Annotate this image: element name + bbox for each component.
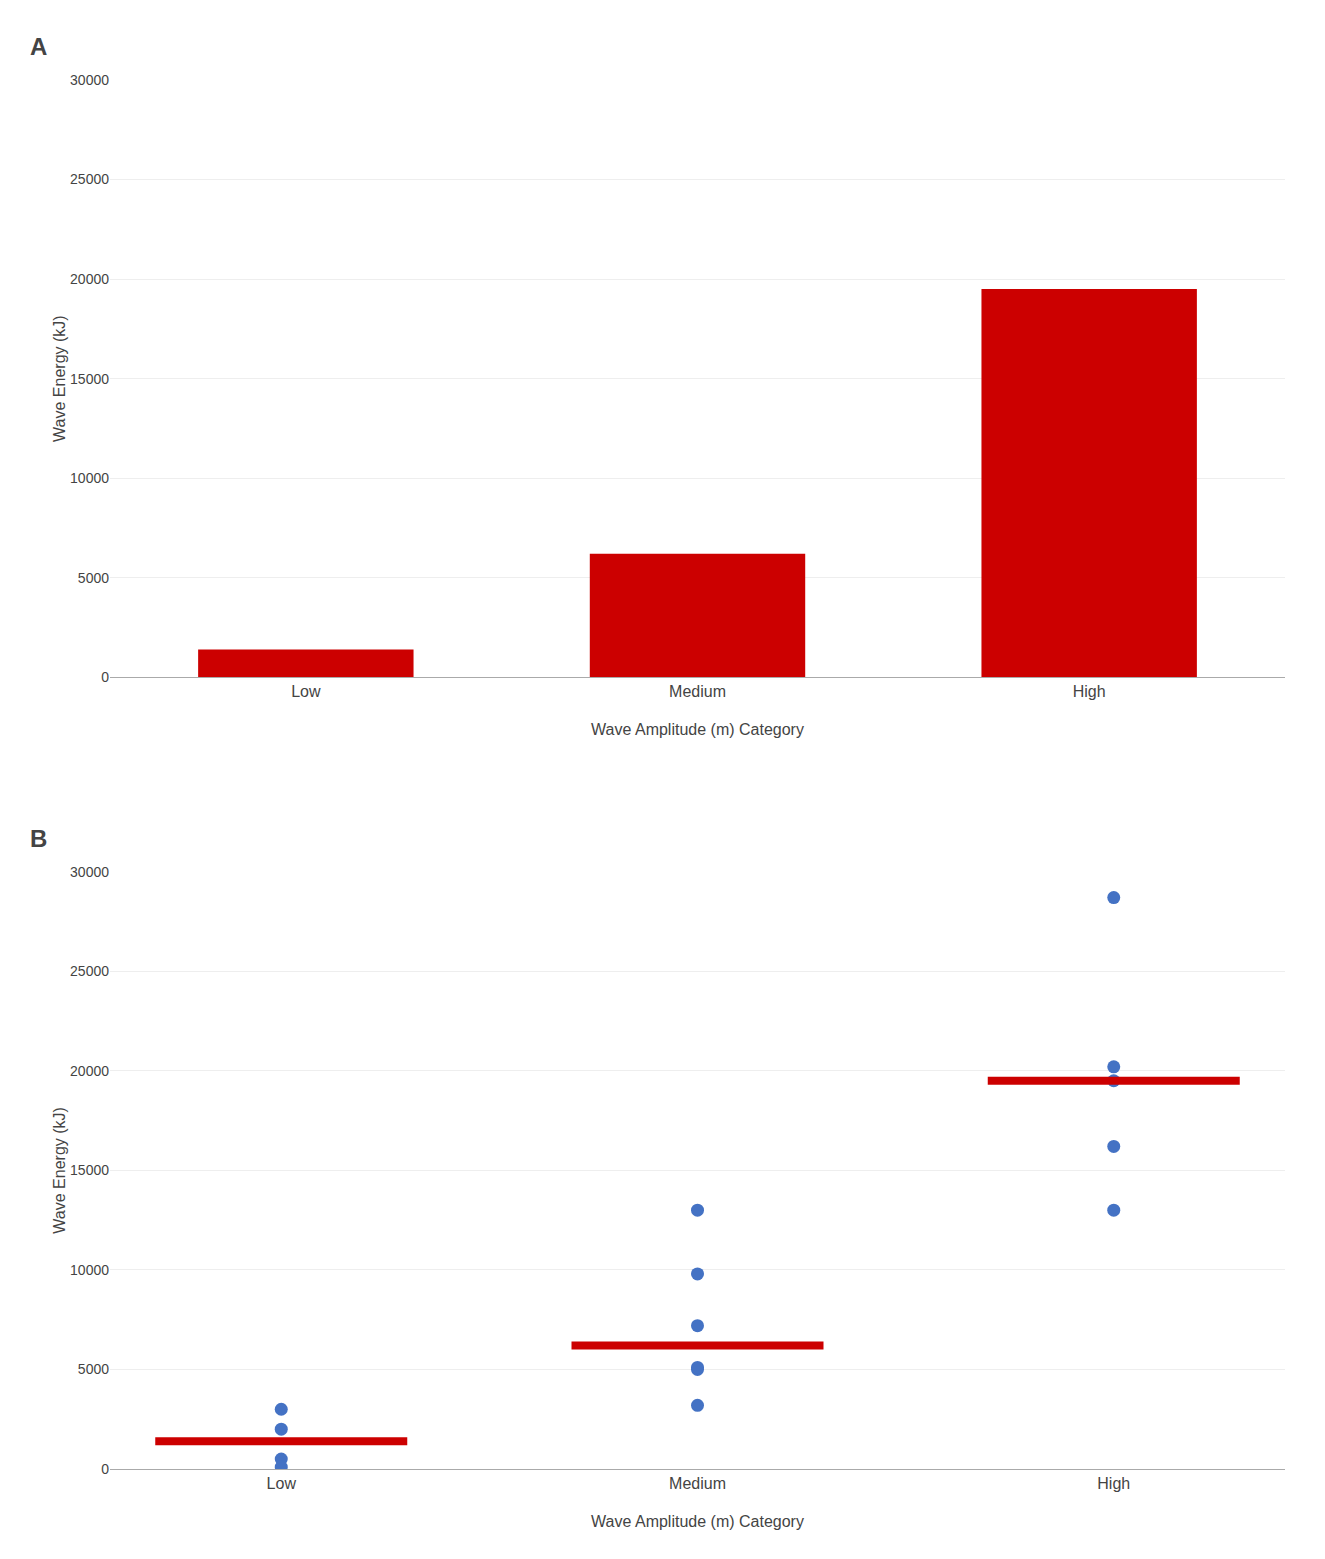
svg-text:10000: 10000 — [70, 1262, 109, 1278]
svg-text:5000: 5000 — [78, 1361, 109, 1377]
svg-text:Low: Low — [291, 683, 321, 700]
svg-text:0: 0 — [101, 1461, 109, 1477]
svg-text:Wave Energy (kJ): Wave Energy (kJ) — [51, 315, 68, 442]
svg-text:25000: 25000 — [70, 171, 109, 187]
svg-text:25000: 25000 — [70, 963, 109, 979]
svg-text:5000: 5000 — [78, 570, 109, 586]
svg-text:0: 0 — [101, 669, 109, 685]
svg-text:B: B — [30, 825, 47, 852]
svg-text:20000: 20000 — [70, 271, 109, 287]
svg-text:15000: 15000 — [70, 1162, 109, 1178]
svg-text:10000: 10000 — [70, 470, 109, 486]
svg-text:30000: 30000 — [70, 72, 109, 88]
svg-text:Wave Energy (kJ): Wave Energy (kJ) — [51, 1107, 68, 1234]
svg-text:High: High — [1073, 683, 1106, 700]
svg-text:Wave Amplitude (m) Category: Wave Amplitude (m) Category — [591, 721, 804, 738]
svg-text:15000: 15000 — [70, 371, 109, 387]
svg-text:High: High — [1097, 1475, 1130, 1492]
svg-text:30000: 30000 — [70, 864, 109, 880]
svg-text:Low: Low — [267, 1475, 297, 1492]
svg-text:Medium: Medium — [669, 683, 726, 700]
svg-text:20000: 20000 — [70, 1063, 109, 1079]
svg-text:Wave Amplitude (m) Category: Wave Amplitude (m) Category — [591, 1513, 804, 1530]
svg-text:Medium: Medium — [669, 1475, 726, 1492]
svg-text:A: A — [30, 33, 47, 60]
